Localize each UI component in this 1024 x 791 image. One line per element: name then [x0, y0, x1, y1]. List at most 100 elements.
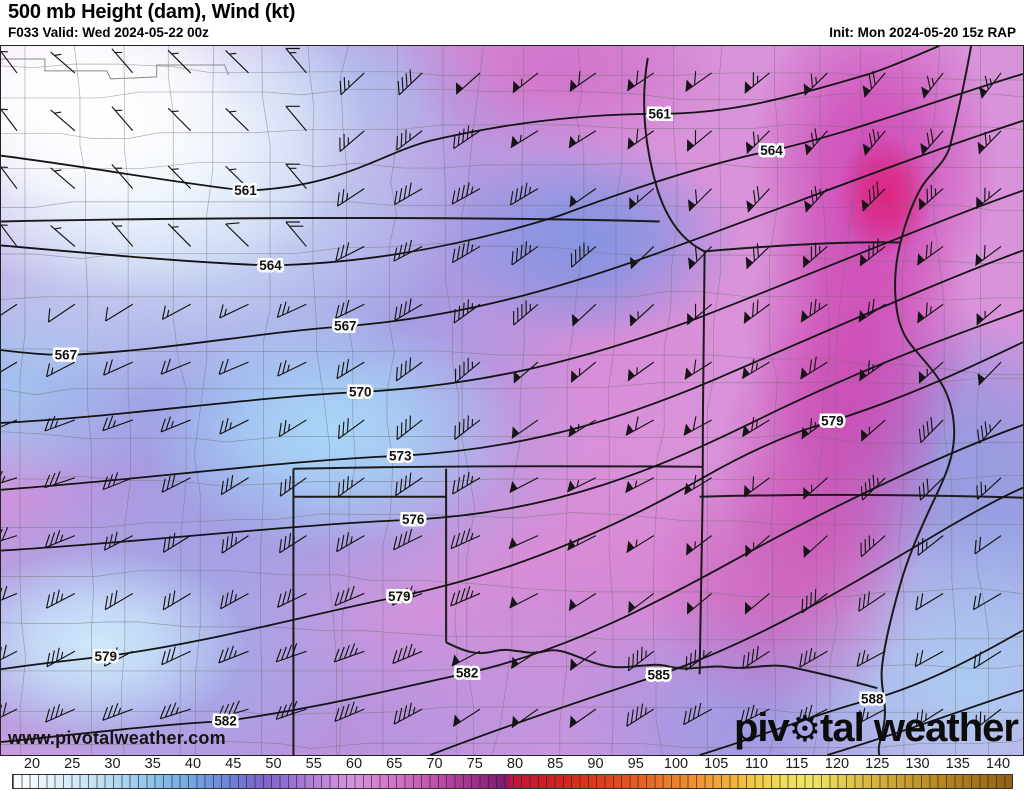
contour-line [1, 46, 940, 192]
wind-barb [335, 242, 365, 262]
wind-barb [685, 535, 712, 556]
wind-barb [626, 70, 655, 92]
contour-label: 567 [55, 348, 77, 363]
wind-barb [685, 71, 712, 92]
contour-label: 582 [214, 714, 236, 729]
map-canvas: 561 561 564 564 567 567 570 573 576 579 579 579 582 5… [1, 46, 1023, 755]
colorbar-tick: 45 [225, 756, 242, 772]
wind-barb [217, 700, 249, 719]
wind-barb [509, 592, 539, 609]
wind-barb [746, 243, 770, 270]
wind-barb [278, 533, 307, 554]
wind-barb [915, 592, 944, 611]
wind-barb [804, 72, 828, 96]
wind-barb [276, 301, 307, 319]
wind-barb [1, 224, 18, 247]
wind-barb [394, 182, 423, 206]
contour-label: 585 [647, 668, 670, 683]
colorbar-tick: 60 [345, 756, 363, 772]
colorbar-tick: 40 [184, 756, 202, 772]
wind-barb [572, 303, 597, 327]
wind-barb [1, 166, 18, 189]
wind-barb [451, 182, 481, 205]
wind-barb [513, 300, 539, 326]
wind-barb [915, 708, 944, 727]
wind-barb [278, 419, 307, 438]
wind-barb [167, 49, 192, 74]
colorbar-tick: 100 [663, 756, 689, 772]
wind-barb [512, 72, 539, 94]
wind-barb [50, 225, 76, 247]
state-border [643, 57, 706, 253]
wind-barb [1, 644, 18, 661]
wind-barb [160, 358, 191, 375]
wind-barb [103, 531, 134, 551]
wind-barb [219, 303, 249, 319]
wind-barb [864, 70, 886, 98]
colorbar-tick: 75 [466, 756, 483, 772]
wind-barb [918, 184, 944, 211]
wind-barb [511, 708, 539, 729]
wind-barb [162, 532, 191, 553]
wind-barb [451, 240, 481, 264]
wind-barb [568, 130, 597, 149]
wind-barb [44, 530, 76, 549]
wind-barb [277, 360, 307, 377]
wind-barb [220, 474, 249, 496]
wind-barb [569, 650, 597, 671]
contour-label: 579 [821, 413, 843, 428]
wind-barb [688, 188, 713, 212]
wind-barb [44, 415, 76, 432]
state-border [699, 493, 1023, 499]
wind-barb [627, 128, 655, 150]
colorbar-tick-labels: 20 25 30 35 40 45 50 55 60 65 70 75 80 85 90 95 100 105 11… [0, 756, 1024, 773]
wind-barb [569, 188, 597, 208]
wind-barb [508, 535, 539, 550]
wind-barb [393, 528, 423, 551]
state-border [877, 46, 973, 755]
contour-label: 582 [456, 666, 478, 681]
contour-label: 579 [388, 589, 410, 604]
wind-barb [916, 302, 944, 324]
wind-barb [742, 645, 770, 670]
valid-time-label: F033 Valid: Wed 2024-05-22 00z [8, 25, 209, 40]
wind-barb [914, 650, 944, 668]
wind-barb [161, 646, 191, 666]
wind-barb [454, 415, 481, 440]
wind-barb [337, 418, 365, 440]
pivotal-weather-logo: piv⚙tal weather [733, 706, 1019, 750]
contour-line [1, 424, 1023, 743]
wind-barb [45, 704, 76, 723]
colorbar-tick: 90 [587, 756, 604, 772]
wind-barb [509, 182, 539, 206]
wind-barb [568, 419, 597, 438]
wind-barb [747, 186, 770, 213]
state-border [698, 251, 706, 675]
colorbar-cell-grid [13, 775, 1012, 788]
contour-line [1, 73, 1023, 267]
wind-barb [392, 643, 423, 665]
wind-barb [218, 645, 249, 664]
wind-barb [686, 593, 712, 615]
contour-label: 576 [402, 512, 424, 527]
wind-barb [333, 643, 365, 663]
contour-line [429, 486, 1023, 755]
wind-barb [339, 72, 365, 96]
state-border [293, 465, 703, 470]
wind-barb [975, 708, 1002, 730]
wind-barb [977, 419, 1002, 444]
wind-barb [685, 646, 712, 671]
wind-barb [161, 473, 191, 493]
map-area: 561 561 564 564 567 567 570 573 576 579 579 579 582 5… [0, 45, 1024, 756]
wind-barb [396, 129, 423, 151]
contour-label: 570 [349, 385, 371, 400]
wind-barb [798, 704, 828, 724]
colorbar-tick: 70 [426, 756, 443, 772]
colorbar-tick: 55 [305, 756, 322, 772]
wind-barb [103, 359, 133, 376]
wind-barb [860, 535, 886, 558]
wind-barb [45, 589, 76, 609]
wind-barb [976, 477, 1002, 500]
wind-barb [393, 239, 423, 262]
wind-barb [916, 241, 944, 266]
